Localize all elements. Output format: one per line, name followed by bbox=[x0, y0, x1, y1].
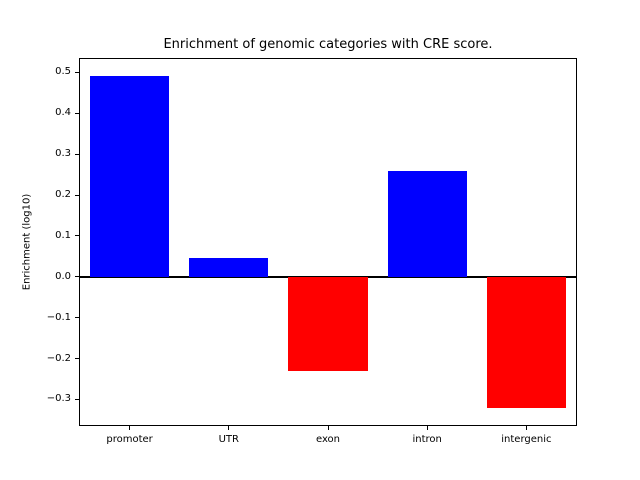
bar-intergenic bbox=[486, 276, 567, 408]
bar-intron bbox=[387, 170, 467, 277]
y-tick-label: 0.3 bbox=[55, 148, 71, 160]
x-tick-label-intron: intron bbox=[412, 434, 442, 445]
bar-UTR bbox=[189, 258, 269, 277]
x-tick-label-UTR: UTR bbox=[218, 434, 239, 445]
x-tick-label-exon: exon bbox=[315, 434, 341, 445]
y-tick-mark bbox=[75, 317, 79, 319]
y-tick-label: 0.1 bbox=[55, 229, 71, 241]
y-tick-mark bbox=[75, 358, 79, 360]
y-tick-mark bbox=[75, 194, 79, 196]
x-tick-mark bbox=[525, 426, 527, 430]
y-tick-label: 0.2 bbox=[55, 189, 71, 201]
chart-title: Enrichment of genomic categories with CR… bbox=[163, 37, 493, 52]
bar-promoter bbox=[89, 76, 170, 277]
y-tick-mark bbox=[75, 71, 79, 73]
x-tick-mark bbox=[129, 426, 131, 430]
x-tick-mark bbox=[426, 426, 428, 430]
y-tick-label: 0.0 bbox=[55, 270, 71, 282]
y-tick-mark bbox=[75, 276, 79, 278]
y-tick-label: −0.1 bbox=[46, 311, 71, 323]
y-tick-label: 0.5 bbox=[55, 66, 71, 78]
y-tick-mark bbox=[75, 398, 79, 400]
y-tick-label: 0.4 bbox=[55, 107, 71, 119]
y-tick-label: −0.3 bbox=[46, 393, 71, 405]
x-axis-ticks: promoter UTR exon intron intergenic bbox=[79, 426, 577, 456]
x-tick-mark bbox=[327, 426, 329, 430]
y-tick-mark bbox=[75, 235, 79, 237]
y-tick-label: −0.2 bbox=[46, 352, 71, 364]
y-tick-mark bbox=[75, 112, 79, 114]
x-tick-mark bbox=[228, 426, 230, 430]
bar-exon bbox=[288, 276, 368, 371]
x-tick-label-promoter: promoter bbox=[106, 434, 153, 445]
plot-area bbox=[79, 58, 577, 426]
y-tick-mark bbox=[75, 153, 79, 155]
x-tick-label-intergenic: intergenic bbox=[501, 434, 552, 445]
y-axis-ticks: 0.5 0.4 0.3 0.2 0.1 0.0 −0.1 −0.2 −0.3 bbox=[0, 58, 79, 426]
